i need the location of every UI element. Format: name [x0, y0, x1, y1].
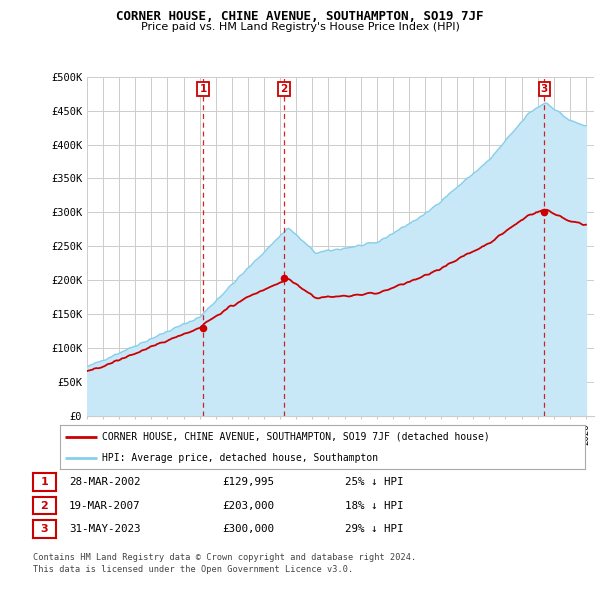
Text: 19-MAR-2007: 19-MAR-2007	[69, 501, 140, 510]
Text: 18% ↓ HPI: 18% ↓ HPI	[345, 501, 404, 510]
Text: Price paid vs. HM Land Registry's House Price Index (HPI): Price paid vs. HM Land Registry's House …	[140, 22, 460, 32]
Text: 2: 2	[280, 84, 287, 94]
Text: 1: 1	[200, 84, 207, 94]
Text: 2: 2	[41, 501, 48, 510]
Text: 3: 3	[41, 525, 48, 534]
Text: 31-MAY-2023: 31-MAY-2023	[69, 525, 140, 534]
Text: CORNER HOUSE, CHINE AVENUE, SOUTHAMPTON, SO19 7JF: CORNER HOUSE, CHINE AVENUE, SOUTHAMPTON,…	[116, 10, 484, 23]
Text: CORNER HOUSE, CHINE AVENUE, SOUTHAMPTON, SO19 7JF (detached house): CORNER HOUSE, CHINE AVENUE, SOUTHAMPTON,…	[102, 432, 490, 442]
Text: £300,000: £300,000	[222, 525, 274, 534]
Text: 28-MAR-2002: 28-MAR-2002	[69, 477, 140, 487]
Text: Contains HM Land Registry data © Crown copyright and database right 2024.
This d: Contains HM Land Registry data © Crown c…	[33, 553, 416, 574]
Text: £129,995: £129,995	[222, 477, 274, 487]
Text: 3: 3	[541, 84, 548, 94]
Text: £203,000: £203,000	[222, 501, 274, 510]
Text: HPI: Average price, detached house, Southampton: HPI: Average price, detached house, Sout…	[102, 453, 378, 463]
Text: 29% ↓ HPI: 29% ↓ HPI	[345, 525, 404, 534]
Text: 1: 1	[41, 477, 48, 487]
Text: 25% ↓ HPI: 25% ↓ HPI	[345, 477, 404, 487]
